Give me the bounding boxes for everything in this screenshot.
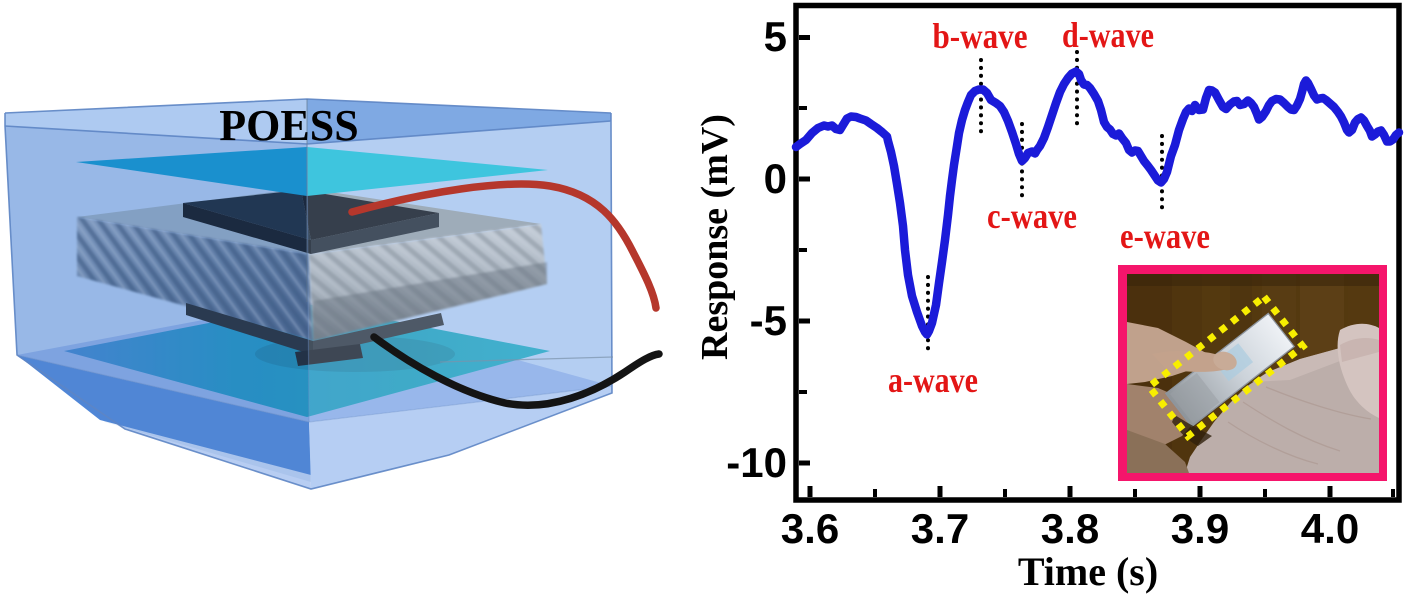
svg-text:Response (mV): Response (mV) [694, 114, 736, 360]
svg-text:-5: -5 [750, 297, 787, 344]
svg-text:3.8: 3.8 [1041, 505, 1099, 552]
svg-text:a-wave: a-wave [888, 360, 978, 400]
svg-text:3.9: 3.9 [1171, 505, 1229, 552]
svg-text:-10: -10 [726, 439, 787, 486]
svg-text:3.6: 3.6 [781, 505, 839, 552]
svg-text:4.0: 4.0 [1301, 505, 1359, 552]
svg-text:0: 0 [764, 155, 787, 202]
svg-text:d-wave: d-wave [1062, 15, 1154, 55]
svg-text:5: 5 [764, 13, 787, 60]
svg-text:e-wave: e-wave [1120, 216, 1210, 256]
svg-text:Time (s): Time (s) [1018, 549, 1158, 594]
svg-text:b-wave: b-wave [933, 16, 1028, 56]
svg-text:POESS: POESS [219, 101, 358, 150]
svg-text:c-wave: c-wave [987, 196, 1077, 236]
svg-text:3.7: 3.7 [911, 505, 969, 552]
